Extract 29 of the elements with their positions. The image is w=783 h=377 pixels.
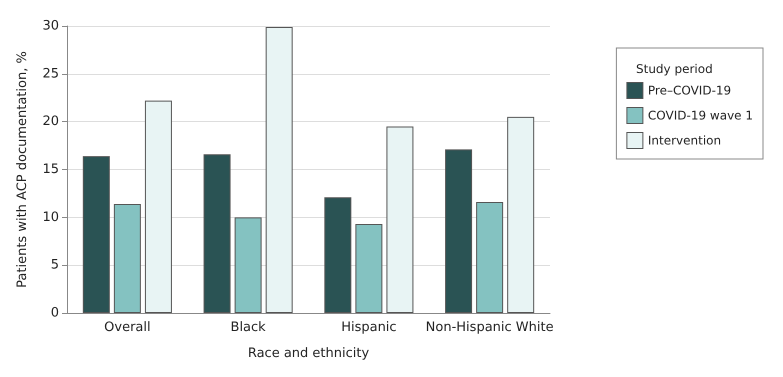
y-tick-label: 15 [42, 162, 59, 177]
y-tick-label: 0 [50, 306, 59, 320]
bar [386, 126, 414, 313]
bar [355, 224, 382, 313]
bar [266, 26, 293, 313]
x-tick-label: Hispanic [341, 320, 397, 335]
y-tick-label: 25 [42, 66, 59, 82]
y-axis-title: Patients with ACP documentation, % [15, 51, 30, 288]
bar [82, 156, 110, 313]
bar [324, 197, 352, 313]
legend-label: COVID-19 wave 1 [648, 108, 754, 122]
bar [476, 202, 504, 313]
bar [445, 149, 472, 313]
legend-label: Pre–COVID-19 [648, 84, 732, 98]
x-axis-title: Race and ethnicity [248, 346, 370, 361]
x-tick-label: Non-Hispanic White [426, 320, 554, 335]
bar [204, 154, 231, 313]
y-tick-label: 5 [50, 258, 59, 273]
y-tick-label: 10 [42, 210, 59, 225]
legend-label: Intervention [648, 134, 722, 148]
y-tick-label: 20 [42, 114, 59, 130]
bar [507, 116, 534, 313]
legend-title: Study period [636, 62, 713, 76]
bar [144, 100, 172, 313]
x-tick-label: Overall [104, 320, 151, 335]
bar [234, 217, 262, 313]
bar [114, 204, 141, 313]
x-tick-label: Black [230, 320, 266, 335]
y-tick-label: 30 [42, 18, 59, 34]
